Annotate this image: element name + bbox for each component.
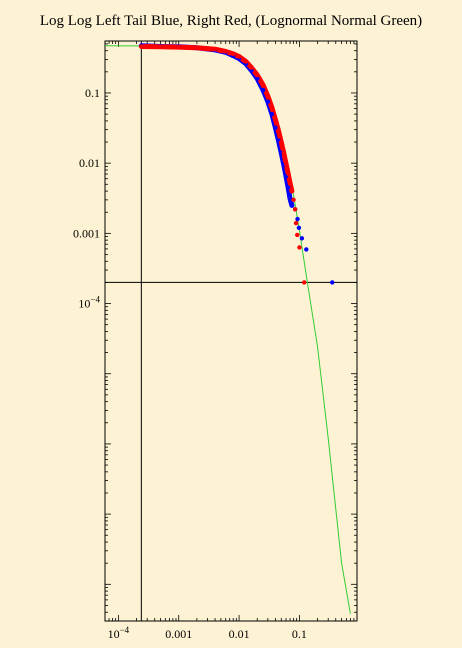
right-tail-point bbox=[293, 220, 299, 226]
right-tail-point bbox=[283, 161, 289, 166]
y-tick-label-exponent: −4 bbox=[90, 295, 100, 305]
left-tail-band bbox=[138, 43, 295, 208]
y-tick-label-base: 10 bbox=[78, 297, 90, 311]
x-tick-label: 10−4 bbox=[108, 625, 130, 641]
right-tail-point bbox=[176, 44, 181, 50]
right-tail-point bbox=[231, 51, 236, 57]
left-tail-point bbox=[296, 225, 302, 230]
left-tail-point bbox=[269, 111, 275, 117]
right-tail-point bbox=[289, 188, 295, 194]
right-tail-point bbox=[212, 47, 218, 52]
x-tick-label-base: 10 bbox=[108, 627, 120, 641]
right-tail-point bbox=[276, 128, 281, 133]
right-tail-point bbox=[279, 139, 284, 145]
y-tick-label: 0.001 bbox=[73, 226, 100, 240]
right-tail-point bbox=[260, 82, 266, 88]
right-tail-point bbox=[297, 245, 302, 250]
left-tail-point bbox=[295, 216, 300, 222]
y-tick-label: 10−4 bbox=[78, 295, 100, 311]
right-tail-point bbox=[255, 72, 260, 78]
left-tail-point bbox=[285, 185, 291, 190]
plot-frame bbox=[104, 40, 358, 622]
right-tail-point bbox=[287, 180, 293, 186]
y-tick-label: 0.01 bbox=[79, 156, 100, 170]
x-tick-label: 0.001 bbox=[165, 627, 192, 641]
right-tail-point bbox=[249, 65, 254, 70]
left-tail-point bbox=[265, 99, 271, 104]
right-tail-point bbox=[243, 59, 249, 64]
y-tick-label: 0.1 bbox=[85, 86, 100, 100]
right-tail-point bbox=[281, 150, 286, 156]
right-tail-band bbox=[138, 43, 295, 194]
right-tail-point bbox=[236, 54, 242, 59]
right-tail-point bbox=[158, 44, 163, 49]
right-tail-point bbox=[301, 280, 307, 285]
x-tick-label: 0.01 bbox=[229, 627, 250, 641]
chart-title: Log Log Left Tail Blue, Right Red, (Logn… bbox=[39, 13, 423, 29]
left-tail-point bbox=[287, 196, 293, 202]
right-tail-point bbox=[295, 232, 300, 238]
right-tail-point bbox=[139, 44, 144, 49]
x-tick-label: 0.1 bbox=[292, 627, 307, 641]
right-tail-point bbox=[269, 105, 275, 110]
left-tail-point bbox=[255, 76, 260, 81]
right-tail-point bbox=[273, 117, 278, 122]
left-tail-point bbox=[289, 203, 295, 208]
right-tail-point bbox=[291, 197, 296, 203]
right-tail-point bbox=[292, 207, 298, 212]
left-tail-point bbox=[299, 236, 305, 241]
right-tail-point bbox=[265, 93, 271, 99]
right-tail-point bbox=[194, 45, 200, 51]
x-tick-label-exponent: −4 bbox=[120, 625, 130, 635]
left-tail-point bbox=[330, 280, 335, 285]
left-tail-point bbox=[304, 247, 309, 252]
left-tail-point bbox=[273, 125, 278, 130]
right-tail-point bbox=[223, 49, 228, 54]
left-tail-point bbox=[260, 87, 266, 93]
right-tail-point bbox=[285, 171, 291, 176]
